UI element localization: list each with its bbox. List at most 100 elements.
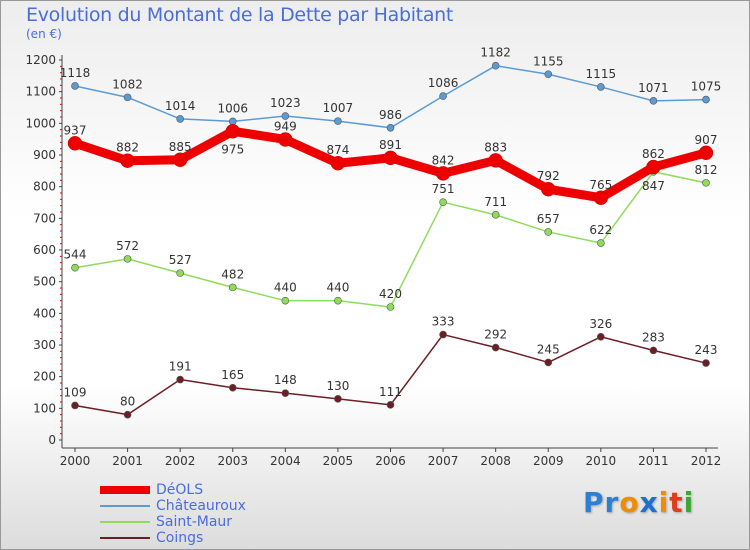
proxiti-logo: Proxiti (583, 486, 694, 519)
logo-letter: i (658, 486, 670, 519)
data-point (120, 153, 135, 168)
data-label: 883 (484, 140, 507, 154)
data-label: 326 (589, 317, 612, 331)
data-point (123, 255, 132, 263)
data-label: 792 (537, 169, 560, 183)
data-label: 572 (116, 239, 139, 253)
x-tick-label: 2001 (112, 454, 143, 468)
y-tick-label: 900 (33, 148, 56, 162)
data-point (698, 145, 714, 161)
data-point (488, 153, 503, 168)
data-point (435, 166, 451, 181)
data-label: 975 (221, 142, 244, 156)
data-point (597, 332, 605, 341)
legend-label: Coings (156, 530, 204, 546)
data-label: 191 (169, 360, 192, 374)
data-label: 862 (642, 147, 665, 161)
data-label: 111 (379, 385, 402, 399)
logo-letter: o (619, 486, 640, 519)
x-tick-label: 2009 (533, 454, 564, 468)
data-point (702, 359, 710, 367)
data-label: 420 (379, 287, 402, 301)
data-label: 1082 (112, 77, 143, 91)
data-point (386, 123, 395, 132)
logo-letter: t (669, 486, 684, 519)
data-point (439, 92, 447, 100)
data-point (491, 343, 500, 352)
y-tick-label: 1000 (25, 116, 56, 130)
data-label: 527 (169, 253, 192, 267)
data-point (383, 150, 398, 166)
x-tick-label: 2000 (60, 454, 91, 468)
y-tick-label: 700 (33, 211, 56, 225)
y-tick-label: 1200 (25, 53, 56, 67)
data-label: 882 (116, 141, 139, 155)
data-point (649, 346, 658, 355)
x-tick-label: 2008 (480, 454, 511, 468)
data-label: 874 (326, 143, 349, 157)
data-label: 245 (537, 342, 560, 356)
logo-letter: x (639, 486, 659, 519)
y-tick-label: 100 (33, 401, 56, 415)
data-label: 949 (274, 119, 297, 133)
y-tick-label: 800 (33, 180, 56, 194)
chart-title: Evolution du Montant de la Dette par Hab… (26, 4, 454, 26)
y-tick-label: 200 (33, 370, 56, 384)
data-label: 1118 (60, 66, 91, 80)
data-point (439, 198, 447, 206)
data-point (334, 296, 342, 305)
data-point (71, 263, 79, 272)
data-point (541, 181, 556, 197)
logo-letter: r (604, 486, 620, 519)
data-point (544, 358, 553, 367)
x-tick-label: 2006 (375, 454, 406, 468)
legend-swatch (100, 537, 150, 539)
data-label: 243 (695, 343, 718, 357)
data-label: 1086 (428, 76, 459, 90)
y-tick-label: 600 (33, 243, 56, 257)
data-point (281, 112, 290, 120)
data-point (334, 117, 342, 125)
data-label: 292 (484, 328, 507, 342)
data-label: 1006 (217, 101, 248, 115)
data-label: 440 (326, 281, 349, 295)
data-label: 544 (64, 248, 87, 262)
data-point (228, 383, 237, 392)
y-tick-label: 0 (48, 433, 56, 447)
data-point (176, 375, 184, 384)
data-label: 130 (326, 379, 349, 393)
data-point (176, 115, 184, 123)
data-point (544, 70, 553, 79)
legend-swatch (100, 486, 150, 494)
data-label: 80 (120, 395, 135, 409)
data-label: 842 (432, 153, 455, 167)
data-label: 986 (379, 108, 402, 122)
data-point (702, 179, 710, 187)
data-point (702, 95, 710, 104)
data-point (439, 330, 447, 339)
x-tick-label: 2011 (638, 454, 669, 468)
data-point (225, 124, 240, 139)
legend-swatch (100, 505, 150, 507)
data-label: 165 (221, 368, 244, 382)
x-tick-label: 2002 (165, 454, 196, 468)
x-tick-label: 2003 (217, 454, 248, 468)
x-tick-label: 2012 (691, 454, 722, 468)
x-tick-label: 2005 (323, 454, 354, 468)
data-point (330, 155, 346, 171)
data-label: 657 (537, 212, 560, 226)
x-tick-label: 2004 (270, 454, 301, 468)
data-label: 907 (695, 133, 718, 147)
data-label: 482 (221, 267, 244, 281)
data-point (228, 283, 237, 292)
data-point (334, 395, 342, 403)
data-point (544, 228, 553, 236)
data-point (123, 410, 132, 419)
data-label: 937 (64, 123, 87, 137)
data-point (172, 152, 188, 167)
data-label: 885 (169, 140, 192, 154)
data-point (646, 159, 661, 175)
y-tick-label: 1100 (25, 85, 56, 99)
data-point (281, 296, 290, 305)
